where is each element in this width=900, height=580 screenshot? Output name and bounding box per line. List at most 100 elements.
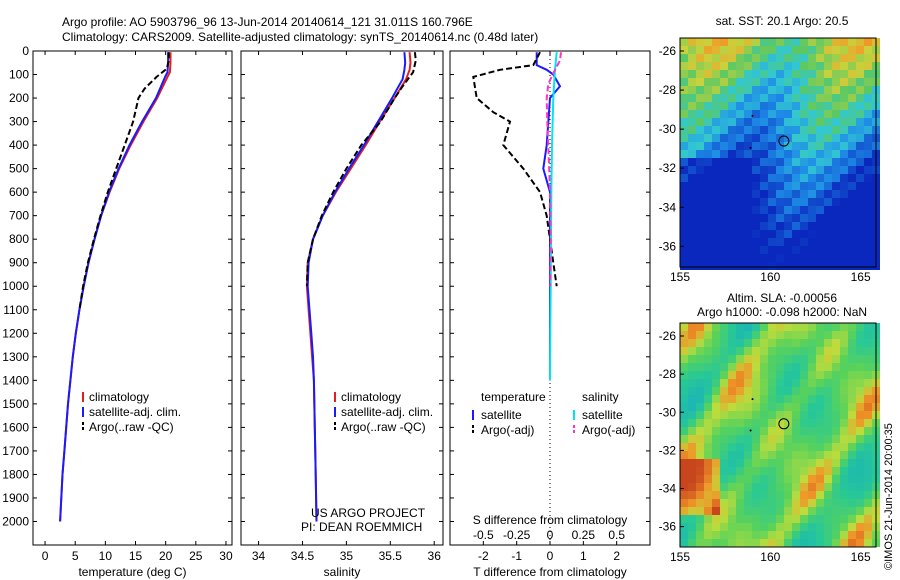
header-line-2: Climatology: CARS2009. Satellite-adjuste… bbox=[62, 30, 539, 44]
y-tick-label: 200 bbox=[9, 91, 29, 105]
x-tick-label: 2 bbox=[613, 549, 620, 563]
legend-label: Argo(-adj) bbox=[481, 423, 534, 437]
plot-frame-1 bbox=[240, 50, 444, 546]
x-tick-label: 35.5 bbox=[379, 549, 403, 563]
y-tick-label: 900 bbox=[9, 256, 29, 270]
y-tick-label: 2000 bbox=[2, 514, 29, 528]
s-tick-label: -0.25 bbox=[503, 528, 531, 542]
y-tick-label: 1600 bbox=[2, 420, 29, 434]
legend-label: satellite bbox=[582, 408, 623, 422]
sst-lat-label: -28 bbox=[659, 83, 677, 97]
x-tick-label: 1 bbox=[580, 549, 587, 563]
s-tick-label: 0.5 bbox=[608, 528, 625, 542]
x-tick-label: 0 bbox=[42, 549, 49, 563]
x-axis-label: T difference from climatology bbox=[473, 565, 627, 579]
sla-lat-label: -32 bbox=[659, 443, 677, 457]
x-tick-label: 34 bbox=[252, 549, 266, 563]
y-tick-label: 1000 bbox=[2, 279, 29, 293]
legend-label: satellite-adj. clim. bbox=[341, 405, 433, 419]
sla-lat-label: -26 bbox=[659, 329, 677, 343]
x-tick-label: 20 bbox=[159, 549, 173, 563]
sla-lon-label: 165 bbox=[851, 550, 871, 564]
sla-lat-label: -30 bbox=[659, 405, 677, 419]
s-tick-label: 0 bbox=[547, 528, 554, 542]
y-tick-label: 300 bbox=[9, 115, 29, 129]
y-tick-label: 1100 bbox=[3, 303, 29, 317]
legend-label: satellite-adj. clim. bbox=[89, 405, 181, 419]
y-tick-label: 1500 bbox=[2, 397, 29, 411]
x-tick-label: 0 bbox=[547, 549, 554, 563]
sst-map bbox=[680, 38, 880, 270]
x-tick-label: 36 bbox=[428, 549, 442, 563]
sla-lat-label: -28 bbox=[659, 367, 677, 381]
s-tick-label: 0.25 bbox=[572, 528, 596, 542]
sla-title-1: Altim. SLA: -0.00056 bbox=[727, 291, 837, 305]
y-tick-label: 1800 bbox=[2, 467, 29, 481]
sla-lon-label: 160 bbox=[760, 550, 780, 564]
x-tick-label: 34.5 bbox=[291, 549, 315, 563]
sst-lon-label: 155 bbox=[670, 270, 690, 284]
legend-label: Argo(-adj) bbox=[582, 423, 635, 437]
sst-title: sat. SST: 20.1 Argo: 20.5 bbox=[716, 14, 849, 28]
series-line-t-argo-adj- bbox=[472, 51, 558, 287]
s-axis-label: S difference from climatology bbox=[473, 513, 628, 527]
x-tick-label: -2 bbox=[478, 549, 489, 563]
x-tick-label: -1 bbox=[511, 549, 522, 563]
legend-label: satellite bbox=[481, 408, 522, 422]
x-tick-label: 15 bbox=[129, 549, 143, 563]
argo-position-marker bbox=[778, 135, 790, 147]
y-tick-label: 100 bbox=[9, 68, 29, 82]
sst-lat-label: -26 bbox=[659, 44, 677, 58]
sla-map-frame bbox=[679, 322, 877, 548]
track-point bbox=[749, 146, 752, 149]
sla-lat-label: -36 bbox=[659, 520, 677, 534]
y-tick-label: 500 bbox=[9, 162, 29, 176]
x-axis-label: salinity bbox=[324, 565, 361, 579]
sla-lat-label: -34 bbox=[659, 482, 677, 496]
x-tick-label: 5 bbox=[72, 549, 79, 563]
series-line-argo-raw-qc- bbox=[78, 52, 170, 310]
sst-lon-label: 160 bbox=[760, 270, 780, 284]
y-tick-label: 1200 bbox=[2, 326, 29, 340]
y-tick-label: 0 bbox=[22, 44, 29, 58]
legend-label: climatology bbox=[341, 390, 401, 404]
legend-header-salinity: salinity bbox=[582, 390, 619, 404]
y-tick-label: 1900 bbox=[2, 491, 29, 505]
x-tick-label: 10 bbox=[99, 549, 113, 563]
track-point bbox=[749, 429, 752, 432]
y-tick-label: 600 bbox=[9, 185, 29, 199]
track-point bbox=[751, 398, 754, 401]
legend-header-temperature: temperature bbox=[481, 390, 546, 404]
track-point bbox=[751, 114, 754, 117]
legend-label: Argo(..raw -QC) bbox=[341, 420, 426, 434]
x-axis-label: temperature (deg C) bbox=[78, 565, 186, 579]
y-tick-label: 700 bbox=[9, 209, 29, 223]
y-tick-label: 1400 bbox=[2, 373, 29, 387]
sla-map bbox=[680, 323, 880, 547]
plot-frame-0 bbox=[32, 50, 233, 546]
y-tick-label: 1300 bbox=[2, 350, 29, 364]
sla-lon-label: 155 bbox=[670, 550, 690, 564]
sst-lat-label: -36 bbox=[659, 239, 677, 253]
sst-lat-label: -30 bbox=[659, 122, 677, 136]
legend-label: climatology bbox=[89, 390, 149, 404]
header-line-1: Argo profile: AO 5903796_96 13-Jun-2014 … bbox=[62, 15, 473, 29]
series-line-s-satellite bbox=[549, 52, 558, 381]
series-line-argo-raw-qc- bbox=[305, 52, 417, 287]
legend-label: Argo(..raw -QC) bbox=[89, 420, 174, 434]
sst-lat-label: -34 bbox=[659, 200, 677, 214]
x-tick-label: 30 bbox=[219, 549, 233, 563]
footer-pi: PI: DEAN ROEMMICH bbox=[301, 520, 422, 534]
footer-project: US ARGO PROJECT bbox=[311, 506, 426, 520]
sst-map-frame bbox=[679, 37, 877, 268]
y-tick-label: 400 bbox=[9, 138, 29, 152]
x-tick-label: 25 bbox=[189, 549, 203, 563]
argo-position-marker bbox=[778, 418, 790, 430]
x-tick-label: 35 bbox=[340, 549, 354, 563]
y-tick-label: 1700 bbox=[2, 444, 29, 458]
side-timestamp: ©IMOS 21-Jun-2014 20:00:35 bbox=[883, 423, 895, 570]
sst-lon-label: 165 bbox=[851, 270, 871, 284]
y-tick-label: 800 bbox=[9, 232, 29, 246]
s-tick-label: -0.5 bbox=[473, 528, 494, 542]
